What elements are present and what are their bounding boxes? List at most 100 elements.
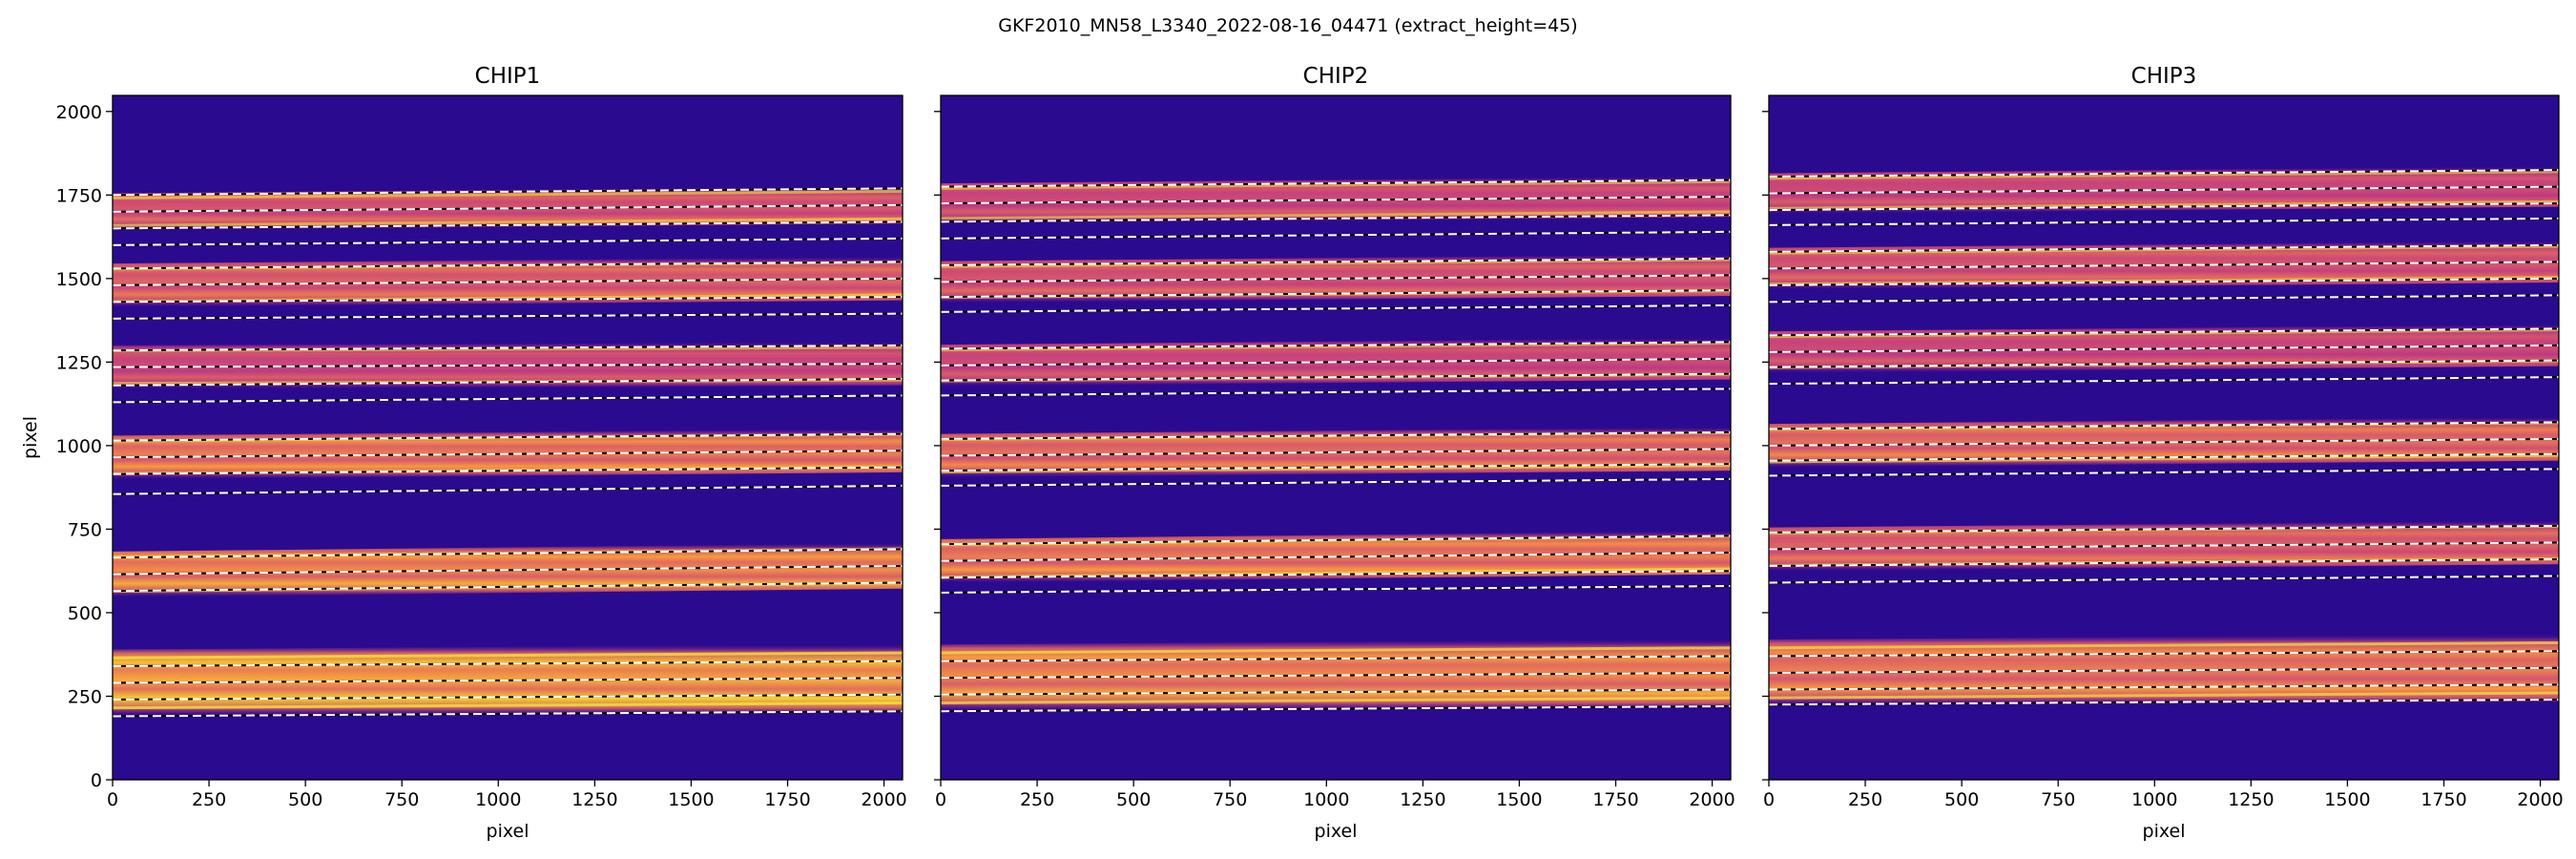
chip-panels: CHIP1 0 250 500 750 1000 1250 1500 1750 2000 0 250 5… <box>20 64 2564 842</box>
x-tick-label: 250 <box>192 789 226 810</box>
trace-line <box>1769 650 2559 658</box>
y-axis-label: pixel <box>20 416 41 459</box>
order-core-stripe <box>1769 328 2559 339</box>
trace-line <box>113 564 903 576</box>
trace-line <box>1769 217 2559 226</box>
order-core-stripe <box>941 342 1731 352</box>
trace-line <box>941 357 1731 367</box>
order-core-stripe <box>941 210 1731 220</box>
order-core-stripe <box>1769 640 2559 650</box>
y-tick-label: 1000 <box>56 436 102 457</box>
x-tick-label: 1250 <box>571 789 617 810</box>
order-core-stripe <box>941 258 1731 268</box>
trace-line <box>113 203 903 213</box>
panel-chip1: CHIP1 0 250 500 750 1000 1250 1500 1750 2000 0 250 5… <box>20 64 907 842</box>
x-tick-label: 1750 <box>764 789 810 810</box>
trace-line <box>1769 344 2559 353</box>
trace-line <box>1769 452 2559 462</box>
x-tick-label: 2000 <box>861 789 906 810</box>
x-tick-label: 1250 <box>1400 789 1445 810</box>
trace-line <box>113 660 903 667</box>
trace-line <box>1769 468 2559 477</box>
x-tick-label: 1500 <box>2324 789 2370 810</box>
trace-line <box>1769 683 2559 691</box>
panel-title: CHIP1 <box>475 64 541 89</box>
trace-line <box>1769 524 2559 534</box>
x-axis-label: pixel <box>487 821 530 842</box>
trace-line <box>941 655 1731 662</box>
x-tick-label: 2000 <box>1689 789 1735 810</box>
trace-line <box>113 693 903 701</box>
trace-line <box>1769 327 2559 337</box>
panel-title: CHIP3 <box>2131 64 2197 89</box>
trace-line <box>113 312 903 320</box>
trace-line <box>1769 557 2559 567</box>
trace-line <box>113 466 903 475</box>
trace-line <box>113 548 903 559</box>
trace-line <box>113 432 903 442</box>
trace-line <box>1769 437 2559 447</box>
y-tick-label: 0 <box>91 770 102 791</box>
y-tick-label: 1750 <box>56 185 102 206</box>
x-tick-label: 750 <box>2041 789 2075 810</box>
trace-line <box>1769 277 2559 286</box>
trace-line <box>941 214 1731 223</box>
trace-line <box>1769 575 2559 584</box>
trace-line <box>1769 376 2559 386</box>
trace-line <box>113 710 903 718</box>
trace-line <box>113 377 903 387</box>
y-tick-label: 1250 <box>56 352 102 373</box>
trace-line <box>941 257 1731 266</box>
trace-line <box>113 277 903 286</box>
order-core-stripe <box>941 696 1731 704</box>
panel-chip2: CHIP2 0 250 500 750 1000 1250 1500 1750 2000 pixel <box>934 64 1735 842</box>
trace-line <box>941 570 1731 579</box>
y-tick-label: 1500 <box>56 269 102 290</box>
trace-line <box>1769 541 2559 551</box>
order-core-stripe <box>113 651 903 660</box>
x-tick-label: 500 <box>1116 789 1151 810</box>
trace-line <box>1769 202 2559 212</box>
trace-line <box>1769 666 2559 674</box>
x-tick-label: 1000 <box>1303 789 1349 810</box>
trace-line <box>113 677 903 684</box>
axes-frame <box>112 94 904 781</box>
y-tick-label: 2000 <box>56 102 102 123</box>
trace-line <box>941 372 1731 382</box>
figure-suptitle: GKF2010_MN58_L3340_2022-08-16_04471 (ext… <box>998 15 1577 36</box>
trace-line <box>113 581 903 593</box>
order-core-stripe <box>941 646 1731 655</box>
trace-line <box>941 448 1731 457</box>
panel-title: CHIP2 <box>1303 64 1369 89</box>
x-tick-label: 750 <box>1213 789 1247 810</box>
trace-line <box>941 688 1731 696</box>
detector-image <box>113 95 903 780</box>
order-core-stripe <box>1769 453 2559 464</box>
order-core-stripe <box>1769 276 2559 286</box>
trace-line <box>941 477 1731 487</box>
trace-line <box>941 430 1731 440</box>
trace-line <box>113 344 903 352</box>
trace-line <box>1769 294 2559 304</box>
trace-line <box>1769 698 2559 706</box>
trace-line <box>941 230 1731 240</box>
detector-image <box>1769 95 2559 780</box>
trace-line <box>941 289 1731 299</box>
trace-line <box>1769 359 2559 368</box>
trace-line <box>941 584 1731 594</box>
x-tick-label: 1250 <box>2228 789 2274 810</box>
x-axis-label: pixel <box>1315 821 1358 842</box>
trace-line <box>1769 261 2559 270</box>
order-core-stripe <box>113 217 903 227</box>
trace-line <box>1769 421 2559 430</box>
trace-line <box>941 534 1731 546</box>
trace-line <box>941 178 1731 188</box>
trace-line <box>1769 169 2559 178</box>
trace-line <box>941 388 1731 397</box>
trace-line <box>113 484 903 495</box>
trace-line <box>941 341 1731 350</box>
detector-image <box>941 95 1731 780</box>
trace-line <box>113 394 903 404</box>
order-core-stripe <box>1769 170 2559 180</box>
